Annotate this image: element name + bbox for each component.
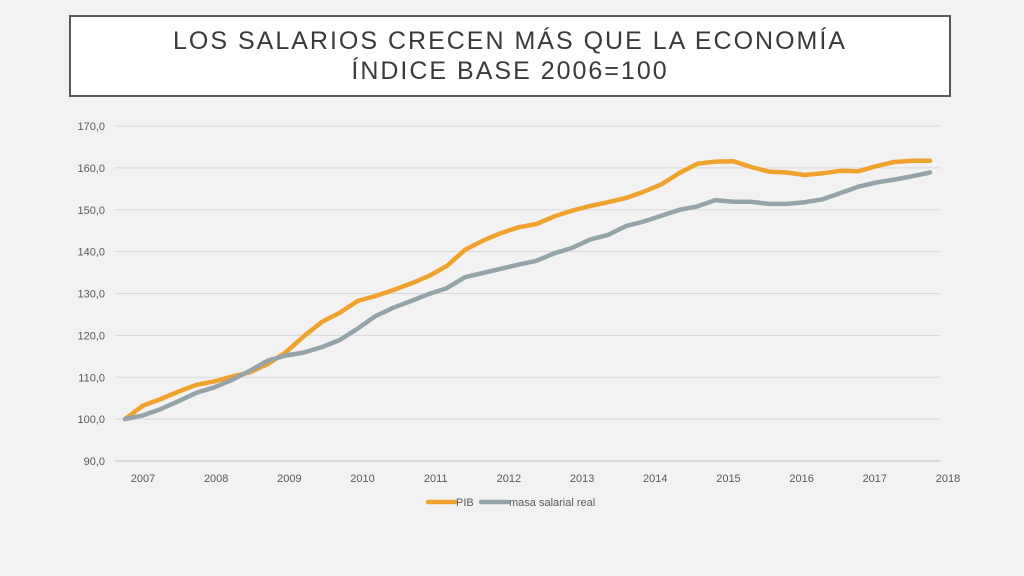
x-tick-label: 2008 — [204, 473, 228, 485]
legend-label: masa salarial real — [509, 497, 595, 509]
title-box: LOS SALARIOS CRECEN MÁS QUE LA ECONOMÍA … — [69, 15, 951, 97]
x-tick-label: 2018 — [936, 473, 960, 485]
legend-label: PIB — [456, 497, 474, 509]
y-tick-label: 160,0 — [77, 163, 105, 175]
y-tick-label: 140,0 — [77, 247, 105, 259]
y-tick-label: 120,0 — [77, 330, 105, 342]
x-tick-label: 2014 — [643, 473, 667, 485]
x-tick-label: 2011 — [424, 473, 448, 485]
x-tick-label: 2013 — [570, 473, 594, 485]
y-tick-label: 170,0 — [77, 121, 105, 133]
x-tick-label: 2017 — [863, 473, 887, 485]
x-tick-label: 2009 — [277, 473, 301, 485]
series-line-masa-salarial-real — [122, 170, 933, 422]
y-tick-label: 110,0 — [78, 372, 105, 384]
x-tick-label: 2007 — [131, 473, 155, 485]
x-tick-label: 2016 — [789, 473, 813, 485]
page-title: LOS SALARIOS CRECEN MÁS QUE LA ECONOMÍA — [173, 27, 847, 55]
x-tick-label: 2015 — [716, 473, 740, 485]
y-tick-label: 100,0 — [77, 414, 105, 426]
page-subtitle: ÍNDICE BASE 2006=100 — [351, 57, 669, 85]
y-tick-label: 90,0 — [84, 456, 105, 468]
y-tick-label: 150,0 — [77, 205, 105, 217]
x-tick-label: 2012 — [497, 473, 521, 485]
x-tick-label: 2010 — [350, 473, 374, 485]
y-tick-label: 130,0 — [77, 289, 105, 301]
